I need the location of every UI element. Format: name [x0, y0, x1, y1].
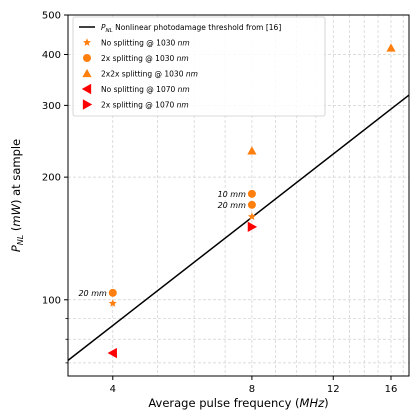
legend-label: 2x splitting @ 1070 nm [101, 101, 189, 110]
legend-box [72, 16, 326, 117]
data-point [247, 189, 256, 198]
data-point [108, 288, 117, 297]
data-point [247, 221, 258, 233]
x-tick-label: 16 [385, 384, 398, 395]
annotations: 10 mm 20 mm 20 mm [78, 190, 246, 298]
x-axis-label: Average pulse frequency (MHz) [148, 396, 328, 410]
x-tick-label: 12 [327, 384, 340, 395]
threshold-line [67, 94, 410, 361]
y-tick-label: 400 [42, 50, 61, 61]
data-point [386, 43, 396, 52]
y-tick-label: 500 [42, 11, 61, 22]
data-point [247, 146, 257, 155]
data-point [247, 212, 256, 221]
legend-swatch [81, 83, 92, 95]
y-axis-label: PNL (mW) at sample [9, 139, 25, 252]
y-tick-label: 300 [42, 101, 61, 112]
data-layer [67, 43, 410, 361]
x-axis: 4 8 12 16 [110, 376, 398, 395]
legend-swatch [83, 38, 91, 46]
data-point [247, 200, 256, 209]
legend-swatch [82, 68, 92, 78]
data-point [108, 299, 117, 307]
legend-label: No splitting @ 1070 nm [101, 85, 190, 94]
legend-swatch [82, 99, 93, 110]
point-annotation: 10 mm [218, 190, 247, 199]
legend-label: No splitting @ 1030 nm [101, 39, 190, 48]
legend: PNL Nonlinear photodamage threshold from… [72, 16, 326, 117]
legend-label: PNL Nonlinear photodamage threshold from… [101, 23, 281, 34]
y-tick-label: 200 [42, 173, 61, 184]
plot-frame [67, 14, 410, 377]
point-annotation: 20 mm [78, 289, 107, 298]
x-tick-label: 4 [110, 384, 116, 395]
legend-swatch [83, 54, 91, 62]
legend-label: 2x splitting @ 1030 nm [101, 54, 189, 63]
legend-label: 2x2x splitting @ 1030 nm [101, 70, 198, 79]
x-tick-label: 8 [249, 384, 255, 395]
y-tick-label: 100 [42, 295, 61, 306]
point-annotation: 20 mm [218, 201, 247, 210]
y-axis: 100 200 300 400 500 [42, 11, 68, 364]
data-point [107, 347, 117, 359]
